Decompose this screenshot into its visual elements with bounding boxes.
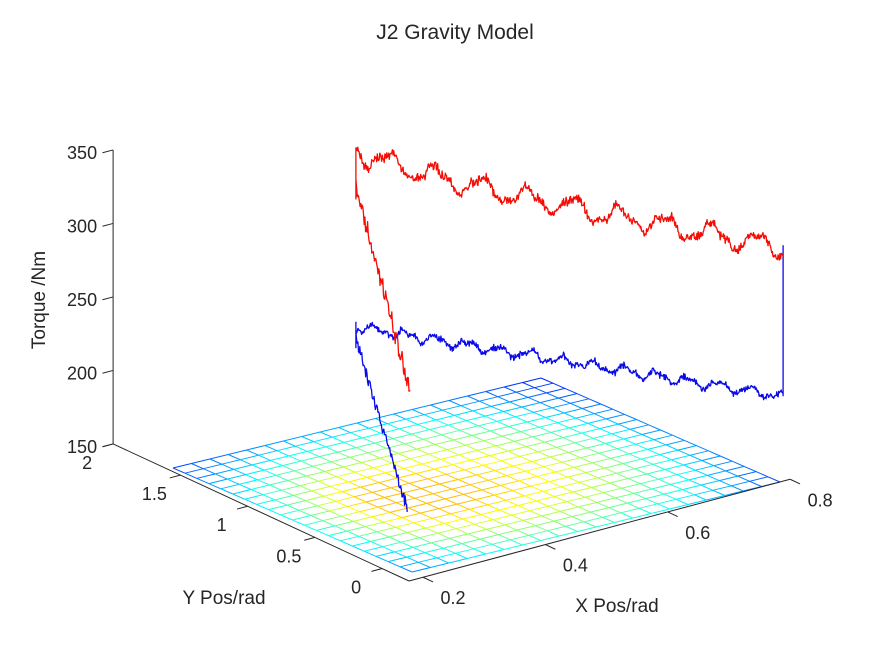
tick-label: 2 <box>82 453 92 473</box>
tick-label: 0.4 <box>563 556 588 576</box>
series-red-line <box>355 146 784 392</box>
tick-label: 150 <box>67 437 97 457</box>
z-axis-label: Torque /Nm <box>29 250 50 350</box>
x-axis-ticks: 0.2 0.4 0.6 0.8 <box>422 478 833 608</box>
trace-path <box>355 245 784 512</box>
mesh-surface <box>172 377 781 573</box>
tick-label: 300 <box>67 216 97 236</box>
axes <box>112 149 791 582</box>
x-axis-label: X Pos/rad <box>575 596 659 617</box>
tick-label: 0 <box>351 578 361 598</box>
y-axis-ticks: 0 0.5 1 1.5 2 <box>82 443 383 598</box>
tick-label: 350 <box>67 143 97 163</box>
trace-path <box>355 146 784 392</box>
y-axis-label: Y Pos/rad <box>182 588 266 609</box>
chart-title: J2 Gravity Model <box>376 21 534 44</box>
tick-label: 1 <box>217 515 227 535</box>
z-axis-ticks: 150 200 250 300 350 <box>67 143 114 457</box>
series-blue-line <box>355 245 784 512</box>
tick-label: 0.5 <box>276 546 301 566</box>
tick-label: 0.2 <box>441 588 466 608</box>
tick-label: 0.6 <box>685 523 710 543</box>
tick-label: 0.8 <box>808 490 833 510</box>
tick-label: 1.5 <box>142 484 167 504</box>
tick-label: 200 <box>67 363 97 383</box>
tick-label: 250 <box>67 290 97 310</box>
